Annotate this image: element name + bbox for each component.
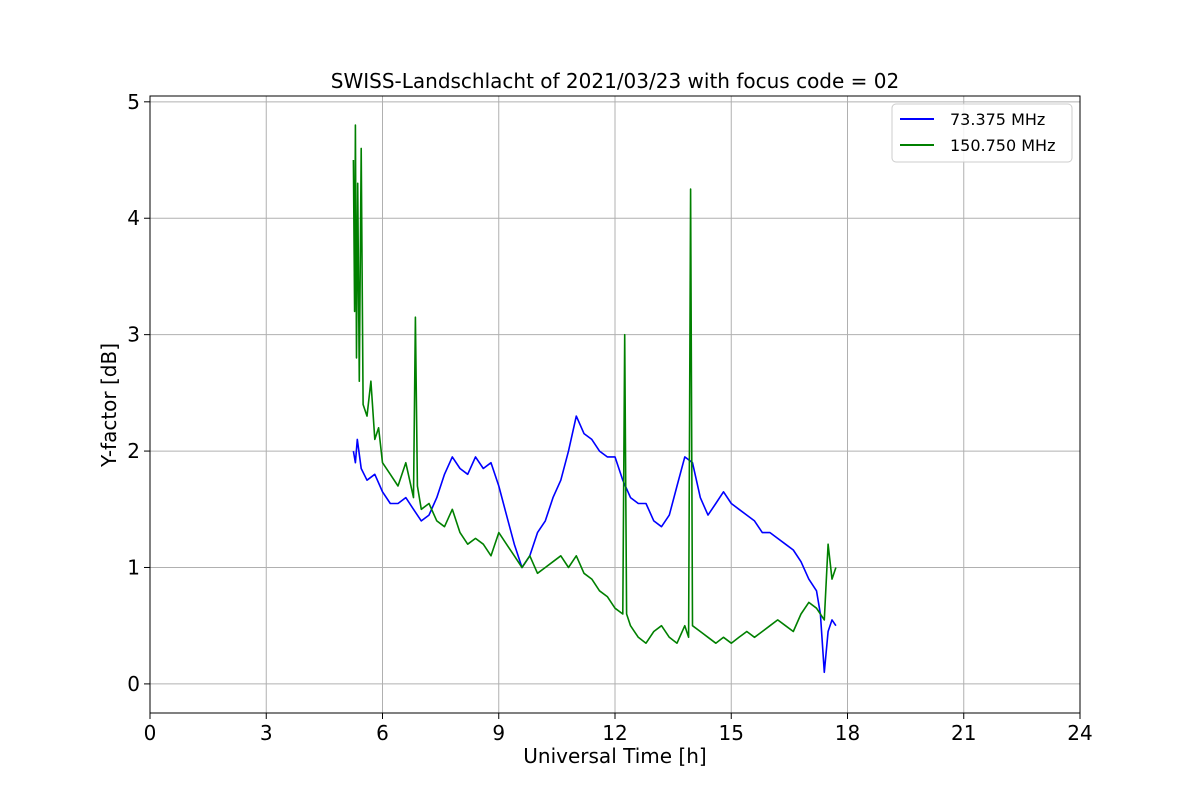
legend-box [891, 103, 1073, 163]
y-tick-label: 5 [127, 90, 140, 114]
legend: 73.375 MHz 150.750 MHz [891, 103, 1073, 163]
y-tick-label: 3 [127, 323, 140, 347]
y-axis-label: Y-factor [dB] [97, 343, 121, 468]
y-tick-label: 2 [127, 439, 140, 463]
y-tick-label: 1 [127, 555, 140, 579]
series-line-73mhz [352, 415, 837, 674]
x-tick-label: 12 [602, 721, 627, 745]
x-axis-label: Universal Time [h] [523, 744, 706, 768]
series-layer [352, 124, 837, 674]
x-tick-label: 6 [376, 721, 389, 745]
x-tick-label: 15 [719, 721, 744, 745]
x-tick-label: 9 [492, 721, 505, 745]
y-tick-label: 4 [127, 206, 140, 230]
legend-entry: 73.375 MHz [950, 110, 1045, 129]
x-tick-label: 24 [1067, 721, 1092, 745]
series-line-150mhz [352, 124, 837, 645]
x-tick-label: 21 [951, 721, 976, 745]
x-tick-label: 0 [144, 721, 157, 745]
legend-entry: 150.750 MHz [950, 136, 1055, 155]
chart-title: SWISS-Landschlacht of 2021/03/23 with fo… [331, 69, 899, 93]
y-tick-label: 0 [127, 672, 140, 696]
x-tick-label: 18 [835, 721, 860, 745]
x-tick-label: 3 [260, 721, 273, 745]
